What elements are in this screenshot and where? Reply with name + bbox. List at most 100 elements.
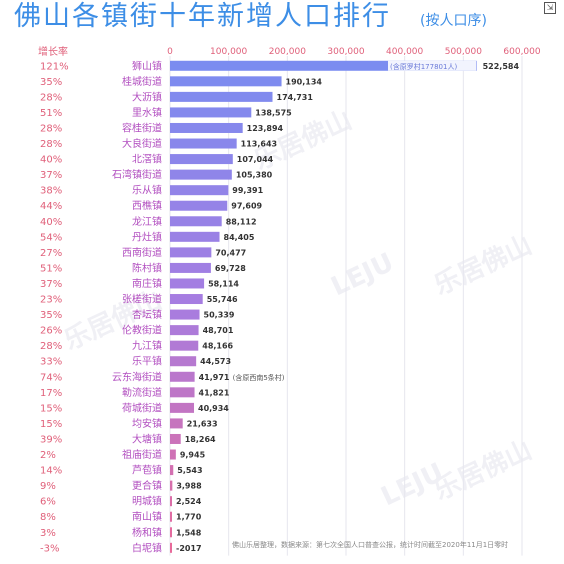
category-label: 西南街道	[122, 246, 162, 259]
value-label: 1,548	[176, 528, 202, 537]
value-label: 123,894	[247, 124, 284, 133]
value-label: 522,584	[483, 62, 520, 71]
category-label: 大良街道	[122, 137, 162, 150]
growth-rate-label: 40%	[40, 155, 62, 166]
growth-rate-label: 33%	[40, 357, 62, 368]
page-title: 佛山各镇街十年新增人口排行	[14, 1, 391, 32]
bar	[170, 356, 197, 367]
bar	[170, 418, 183, 429]
category-label: 祖庙街道	[122, 448, 162, 461]
category-label: 更合镇	[132, 479, 162, 492]
bar	[170, 309, 200, 320]
bar	[170, 387, 195, 398]
category-label: 芦苞镇	[132, 464, 162, 477]
value-label: 3,988	[176, 482, 202, 491]
x-tick-label: 400,000	[386, 47, 423, 57]
category-label: 杏坛镇	[132, 308, 162, 321]
value-label: 113,643	[241, 140, 277, 149]
value-label: 69,728	[215, 264, 246, 273]
growth-rate-label: 39%	[40, 434, 62, 445]
annotation-bg	[388, 60, 476, 71]
growth-rate-label: 51%	[40, 263, 62, 274]
value-label: 105,380	[236, 171, 273, 180]
growth-rate-label: 74%	[40, 372, 62, 383]
bar	[170, 200, 228, 211]
value-label: 107,044	[237, 155, 274, 164]
growth-rate-label: 9%	[40, 481, 56, 492]
x-tick-label: 0	[167, 47, 173, 57]
bar	[170, 278, 205, 289]
value-label: 18,264	[185, 435, 216, 444]
value-label: 55,746	[207, 295, 238, 304]
annotation-label: (含原西南5条村)	[233, 373, 285, 382]
value-label: 84,405	[224, 233, 255, 242]
bar	[170, 169, 232, 180]
category-label: 南庄镇	[132, 277, 162, 290]
growth-rate-label: 23%	[40, 295, 62, 306]
category-label: 桂城街道	[122, 75, 162, 88]
growth-rate-label: 37%	[40, 170, 62, 181]
x-tick-label: 600,000	[503, 47, 540, 57]
source-note: 佛山乐居整理，数据来源：第七次全国人口普查公报，统计时间截至2020年11月1日…	[232, 541, 509, 549]
value-label: 1,770	[176, 513, 202, 522]
bar	[170, 262, 211, 273]
value-label: 21,633	[187, 419, 218, 428]
annotation-label: (含原罗村177801人)	[390, 62, 457, 71]
category-label: 伦教街道	[122, 324, 162, 337]
bar	[170, 107, 252, 118]
value-label: 190,134	[286, 77, 323, 86]
category-label: 杨和镇	[132, 526, 162, 539]
page-subtitle: (按人口序)	[420, 13, 487, 29]
bar	[170, 433, 181, 444]
bar	[170, 542, 172, 553]
category-label: 狮山镇	[132, 59, 162, 72]
x-tick-label: 200,000	[269, 47, 306, 57]
growth-rate-label: 54%	[40, 232, 62, 243]
category-label: 明城镇	[132, 495, 162, 508]
bar	[170, 185, 229, 196]
growth-rate-label: 28%	[40, 123, 62, 134]
bar	[170, 325, 199, 336]
bar	[170, 76, 282, 87]
bar	[170, 91, 273, 102]
category-label: 均安镇	[132, 417, 162, 430]
growth-rate-label: 15%	[40, 419, 62, 430]
growth-rate-label: 2%	[40, 450, 56, 461]
value-label: 44,573	[200, 357, 231, 366]
category-label: 陈村镇	[132, 261, 162, 274]
bar	[170, 511, 172, 522]
bar	[170, 465, 174, 476]
growth-rate-label: 28%	[40, 341, 62, 352]
category-label: 容桂街道	[122, 121, 162, 134]
bar	[170, 154, 233, 165]
bar	[170, 216, 222, 227]
bar	[170, 247, 212, 258]
bar	[170, 340, 199, 351]
value-label: -2017	[176, 544, 202, 553]
growth-rate-label: 14%	[40, 466, 62, 477]
value-label: 9,945	[180, 451, 206, 460]
value-label: 5,543	[177, 466, 202, 475]
growth-rate-label: 38%	[40, 186, 62, 197]
bar	[170, 449, 176, 460]
growth-rate-label: 15%	[40, 403, 62, 414]
category-label: 龙江镇	[132, 215, 162, 228]
growth-rate-label: 37%	[40, 279, 62, 290]
growth-rate-label: 28%	[40, 92, 62, 103]
bar	[170, 122, 243, 133]
growth-rate-label: 8%	[40, 512, 56, 523]
category-label: 大沥镇	[132, 90, 162, 103]
value-label: 99,391	[232, 186, 263, 195]
bar	[170, 480, 173, 491]
growth-rate-label: 17%	[40, 388, 62, 399]
category-label: 大塘镇	[132, 432, 162, 445]
category-label: 白坭镇	[132, 541, 162, 554]
category-label: 荷城街道	[122, 401, 162, 414]
category-label: 南山镇	[132, 510, 162, 523]
value-label: 48,701	[203, 326, 234, 335]
expand-icon[interactable]: ⇲	[544, 2, 556, 14]
growth-rate-label: 3%	[40, 528, 56, 539]
value-label: 40,934	[198, 404, 229, 413]
value-label: 58,114	[208, 279, 239, 288]
